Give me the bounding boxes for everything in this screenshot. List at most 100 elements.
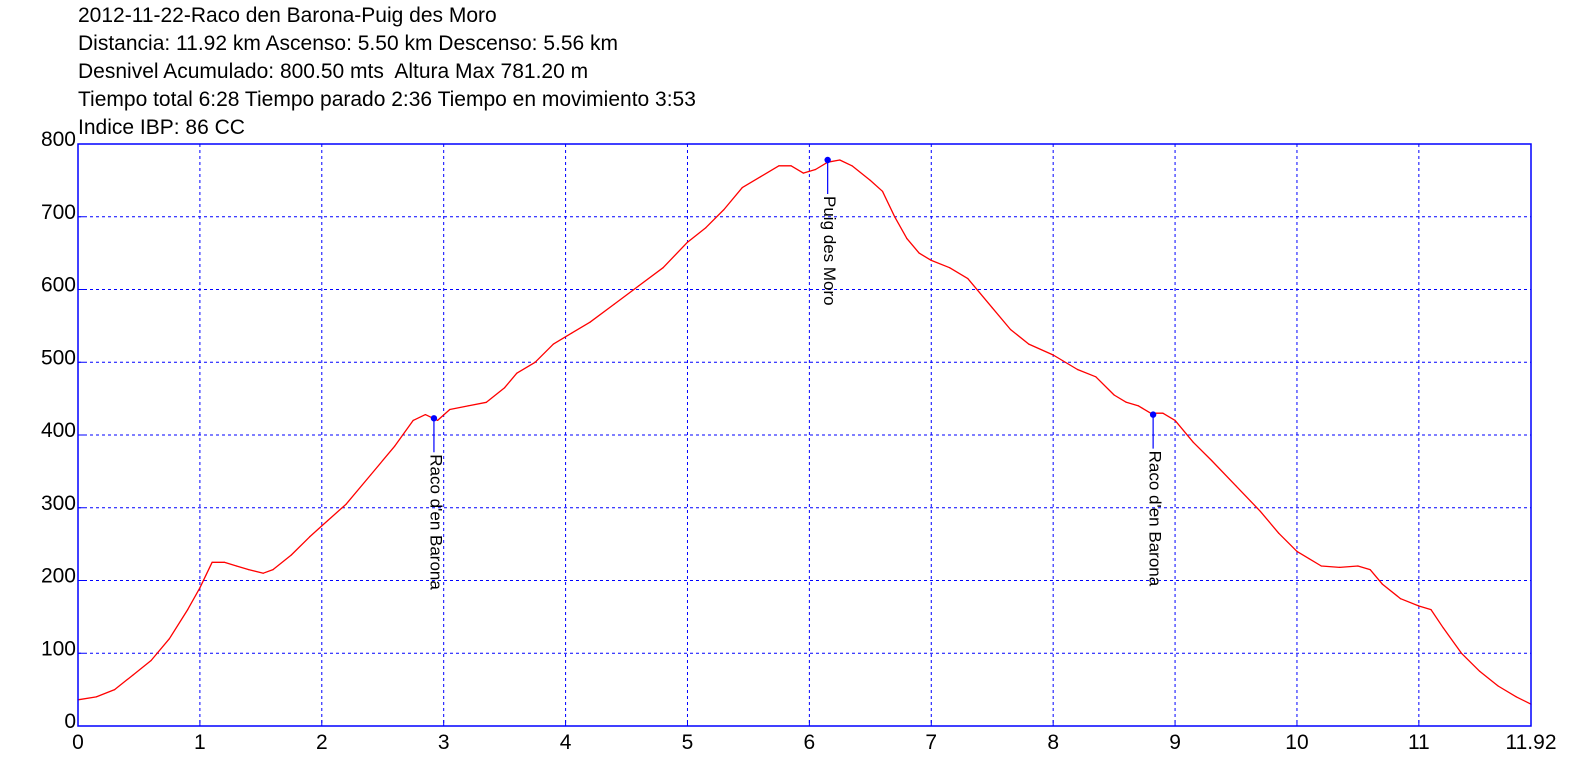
elevation-point [1113,394,1115,396]
x-tick-label: 4 [560,731,572,754]
x-tick-label: 9 [1169,731,1181,754]
elevation-point [516,372,518,374]
elevation-point [869,179,871,181]
elevation-point [235,565,238,567]
y-tick-label: 600 [41,274,76,297]
y-tick-label: 700 [41,201,76,224]
y-tick-label: 200 [41,565,76,588]
elevation-point [894,216,896,218]
ibp-index: Indice IBP: 86 CC [78,116,245,139]
elevation-point [760,176,762,178]
elevation-point [613,303,615,305]
elevation-point [949,267,951,269]
waypoint-label: Raco d'en Barona [426,454,445,590]
x-tick-label: 8 [1047,731,1059,754]
x-tick-label: 0 [72,731,84,754]
x-tick-label: 11 [1408,731,1430,754]
elevation-point [1400,598,1402,600]
elevation-point [881,190,884,192]
elevation-point [370,474,372,476]
grid-lines [77,143,1532,727]
elevation-point [705,227,707,229]
elevation-point [309,536,311,538]
chart-header: 2012-11-22-Raco den Barona-Puig des Moro… [78,2,696,142]
elevation-point [1009,328,1012,331]
x-tick-label: 7 [925,731,937,754]
elevation-point [321,525,323,527]
elevation-point [424,414,426,416]
elevation-point [1296,550,1298,553]
elevation-point [571,332,573,334]
tick-labels: 0 1 2 3 4 5 6 7 8 9 10 11 11.92 0 100 200 300 400 500 600 70… [41,128,1557,754]
elevation-point [1308,558,1310,560]
elevation-point [1137,405,1140,407]
elevation-point [1357,565,1359,567]
elevation-point [199,587,201,589]
elevation-point [449,408,451,411]
waypoint-marker [430,415,438,422]
elevation-point [345,503,347,505]
waypoint-marker [824,156,831,164]
elevation-point [1339,566,1341,569]
elevation-point [1430,609,1432,611]
elevation-point [814,168,817,171]
waypoint-label: Puig des Moro [820,196,839,306]
x-tick-label: 1 [194,731,206,754]
y-tick-label: 300 [41,492,76,515]
elevation-point [839,159,841,161]
elevation-point [686,241,689,243]
elevation-point [1028,343,1030,345]
y-tick-label: 500 [41,346,76,369]
y-tick-label: 400 [41,419,76,442]
elevation-point [272,569,274,571]
elevation-point [211,561,213,563]
track-title: 2012-11-22-Raco den Barona-Puig des Moro [78,4,497,27]
elevation-point [223,561,225,563]
elevation-point [1076,368,1079,371]
elevation-point [790,165,792,167]
elevation-point [1320,565,1322,567]
elevation-point [1381,583,1383,585]
elevation-point [1278,532,1280,534]
elevation-point [1174,419,1176,421]
elevation-point [1442,627,1444,629]
y-tick-label: 100 [41,637,76,660]
elevation-point [132,674,134,676]
elevation-point [1192,441,1194,443]
x-tick-label: 3 [438,731,450,754]
series-layer [77,159,1532,705]
y-tick-label: 800 [41,128,76,151]
elevation-point [290,554,292,556]
elevation-point [589,321,591,323]
plot-area-frame [77,143,1532,727]
elevation-point [552,343,555,345]
elevation-point [930,259,932,261]
waypoint-label: Raco d'en Barona [1146,451,1165,587]
elevation-point [1497,685,1499,687]
elevation-point [1162,412,1164,414]
elevation-point [662,267,664,269]
elevation-point [1095,376,1097,378]
elevation-point [723,208,725,211]
elevation-point [1052,354,1054,356]
elevation-point [1259,510,1261,512]
elevation-point [467,405,469,407]
elevation-point [394,445,396,447]
elevation-point [1515,696,1517,698]
y-tick-label: 0 [64,710,76,733]
elevation-point [1418,605,1420,607]
elevation-point [248,569,250,571]
elevation-point [1460,652,1463,654]
elevation-point [150,659,152,662]
elevation-point [262,572,264,574]
elevation-point [1211,459,1213,462]
waypoint-marker [1149,411,1157,418]
waypoint-layer: Raco d'en Barona Puig des Moro Raco d'en B… [426,156,1165,590]
elevation-point [1125,401,1127,403]
x-tick-label: 6 [804,731,816,754]
elevation-point [967,278,969,280]
elevation-point [485,401,487,403]
elevation-point [95,696,97,698]
elevation-point [1369,569,1371,571]
elevation-point [741,187,743,189]
